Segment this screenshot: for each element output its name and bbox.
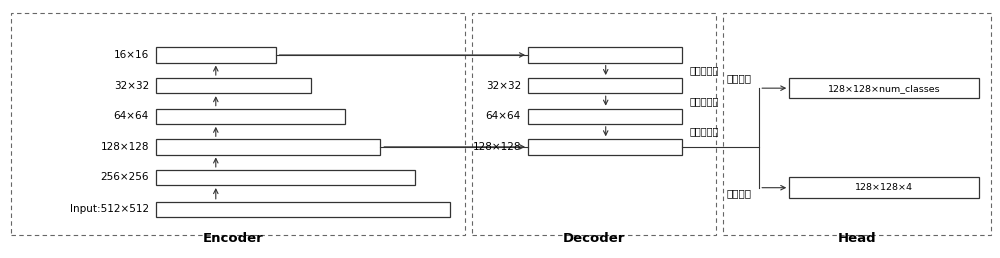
Bar bbox=[789, 78, 979, 98]
Text: 16×16: 16×16 bbox=[114, 50, 149, 60]
Bar bbox=[528, 78, 682, 93]
Text: 反卷积模块: 反卷积模块 bbox=[689, 96, 719, 106]
Text: 64×64: 64×64 bbox=[486, 111, 521, 121]
Bar bbox=[156, 78, 311, 93]
Text: Head: Head bbox=[838, 232, 876, 245]
Text: 32×32: 32×32 bbox=[486, 80, 521, 91]
Bar bbox=[156, 109, 345, 124]
Text: Decoder: Decoder bbox=[563, 232, 625, 245]
Bar bbox=[156, 202, 450, 217]
Bar bbox=[156, 47, 276, 63]
Text: Encoder: Encoder bbox=[202, 232, 263, 245]
Text: 32×32: 32×32 bbox=[114, 80, 149, 91]
Text: 128×128×num_classes: 128×128×num_classes bbox=[828, 84, 940, 93]
Text: 分类预测: 分类预测 bbox=[726, 73, 751, 83]
Bar bbox=[156, 139, 380, 155]
Bar bbox=[789, 178, 979, 198]
Text: 128×128×4: 128×128×4 bbox=[855, 183, 913, 192]
Text: Input:512×512: Input:512×512 bbox=[70, 204, 149, 214]
Bar bbox=[528, 139, 682, 155]
Text: 64×64: 64×64 bbox=[114, 111, 149, 121]
Text: 反卷积模块: 反卷积模块 bbox=[689, 127, 719, 136]
Text: 反卷积模块: 反卷积模块 bbox=[689, 65, 719, 75]
Bar bbox=[11, 13, 465, 235]
Text: 回归预测: 回归预测 bbox=[726, 188, 751, 198]
Bar bbox=[472, 13, 716, 235]
Bar bbox=[156, 170, 415, 185]
Bar bbox=[528, 47, 682, 63]
Text: 128×128: 128×128 bbox=[100, 142, 149, 152]
Text: 256×256: 256×256 bbox=[100, 173, 149, 182]
Text: 128×128: 128×128 bbox=[472, 142, 521, 152]
Bar bbox=[723, 13, 991, 235]
Bar bbox=[528, 109, 682, 124]
